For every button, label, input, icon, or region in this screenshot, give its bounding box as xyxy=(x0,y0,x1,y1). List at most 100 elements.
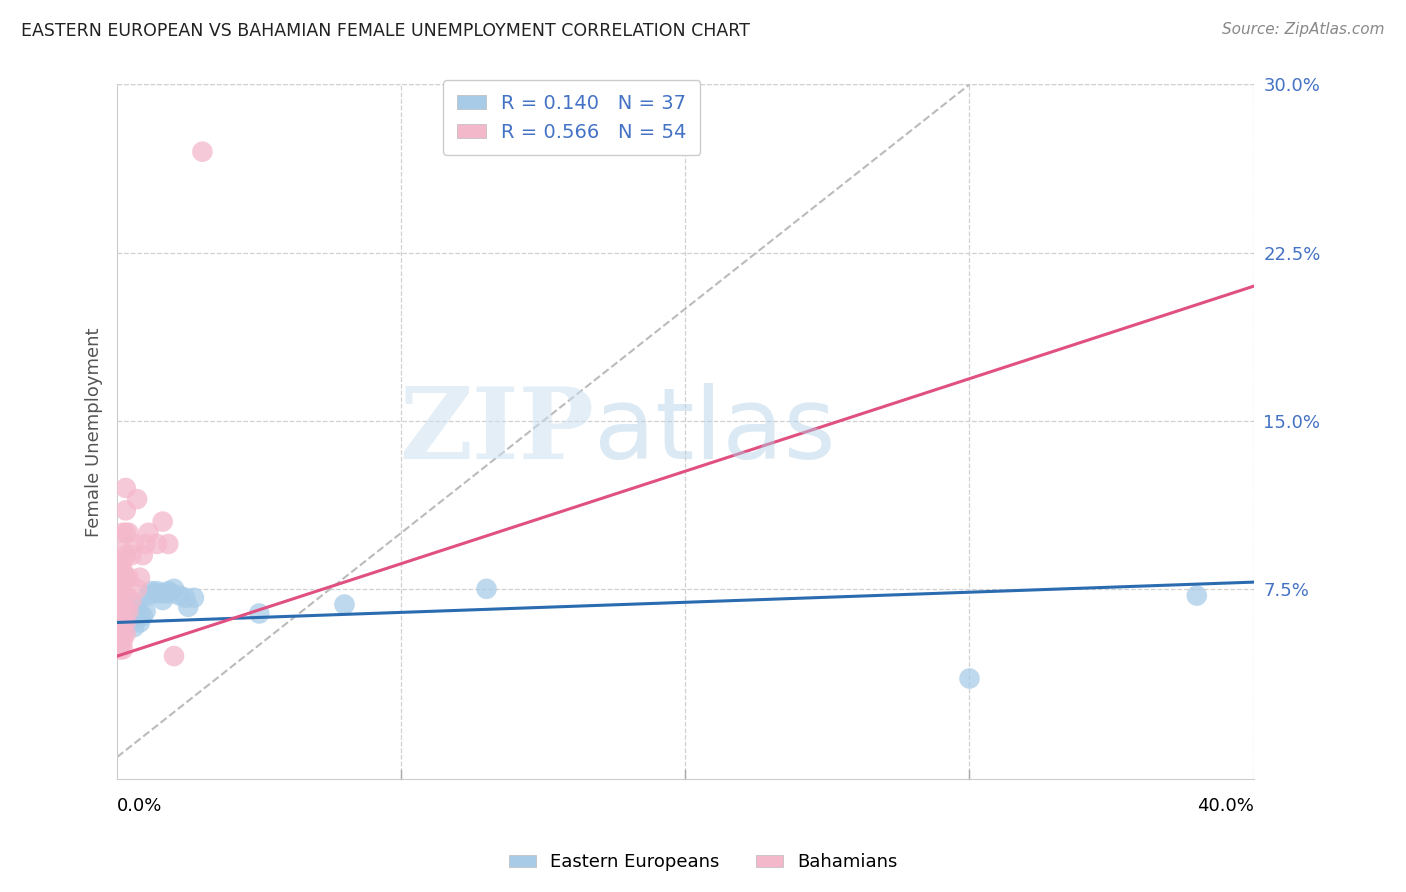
Point xyxy=(117,602,139,616)
Point xyxy=(333,598,356,612)
Point xyxy=(114,620,136,634)
Point xyxy=(125,611,148,625)
Point xyxy=(108,626,131,640)
Point xyxy=(111,525,134,540)
Point xyxy=(141,584,163,599)
Point xyxy=(129,615,152,630)
Point xyxy=(111,575,134,590)
Point xyxy=(114,548,136,562)
Text: 0.0%: 0.0% xyxy=(117,797,163,814)
Point xyxy=(120,548,142,562)
Point xyxy=(114,503,136,517)
Point xyxy=(114,571,136,585)
Point xyxy=(111,626,134,640)
Point xyxy=(111,642,134,657)
Point xyxy=(138,525,160,540)
Point xyxy=(163,649,186,664)
Point xyxy=(114,481,136,495)
Point xyxy=(108,622,131,636)
Point xyxy=(114,604,136,618)
Point xyxy=(155,586,177,600)
Text: atlas: atlas xyxy=(595,384,837,481)
Point xyxy=(160,586,183,600)
Point xyxy=(111,608,134,623)
Point xyxy=(111,589,134,603)
Point xyxy=(183,591,205,605)
Point xyxy=(157,584,180,599)
Point xyxy=(111,633,134,648)
Point xyxy=(157,537,180,551)
Point xyxy=(129,571,152,585)
Point xyxy=(149,586,172,600)
Point xyxy=(177,599,200,614)
Point xyxy=(122,604,145,618)
Point xyxy=(163,582,186,596)
Point xyxy=(117,571,139,585)
Point xyxy=(959,672,981,686)
Point xyxy=(114,615,136,630)
Legend: Eastern Europeans, Bahamians: Eastern Europeans, Bahamians xyxy=(502,847,904,879)
Point xyxy=(111,599,134,614)
Point xyxy=(108,611,131,625)
Point xyxy=(1185,589,1208,603)
Point xyxy=(108,633,131,648)
Point xyxy=(120,593,142,607)
Point xyxy=(117,604,139,618)
Point xyxy=(132,548,155,562)
Text: ZIP: ZIP xyxy=(399,384,595,481)
Legend: R = 0.140   N = 37, R = 0.566   N = 54: R = 0.140 N = 37, R = 0.566 N = 54 xyxy=(443,80,700,155)
Point xyxy=(125,582,148,596)
Point xyxy=(152,515,174,529)
Point xyxy=(191,145,214,159)
Point xyxy=(108,615,131,630)
Point xyxy=(120,608,142,623)
Point xyxy=(169,589,191,603)
Y-axis label: Female Unemployment: Female Unemployment xyxy=(86,327,103,537)
Point xyxy=(143,586,166,600)
Point xyxy=(174,591,197,605)
Point xyxy=(111,611,134,625)
Point xyxy=(108,566,131,581)
Text: EASTERN EUROPEAN VS BAHAMIAN FEMALE UNEMPLOYMENT CORRELATION CHART: EASTERN EUROPEAN VS BAHAMIAN FEMALE UNEM… xyxy=(21,22,749,40)
Point xyxy=(108,626,131,640)
Point xyxy=(108,642,131,657)
Point xyxy=(146,537,169,551)
Point xyxy=(125,598,148,612)
Point xyxy=(475,582,498,596)
Point xyxy=(247,607,270,621)
Point xyxy=(114,589,136,603)
Point xyxy=(111,564,134,578)
Point xyxy=(114,525,136,540)
Point xyxy=(108,575,131,590)
Point xyxy=(108,593,131,607)
Point xyxy=(111,543,134,558)
Point xyxy=(152,593,174,607)
Point xyxy=(125,492,148,507)
Point xyxy=(114,607,136,621)
Point xyxy=(108,638,131,652)
Point xyxy=(129,607,152,621)
Point xyxy=(108,638,131,652)
Point xyxy=(108,582,131,596)
Point xyxy=(135,537,157,551)
Point xyxy=(117,615,139,630)
Point xyxy=(108,607,131,621)
Point xyxy=(108,602,131,616)
Point xyxy=(135,604,157,618)
Point xyxy=(120,613,142,627)
Point xyxy=(108,559,131,574)
Point xyxy=(146,584,169,599)
Point xyxy=(132,608,155,623)
Point xyxy=(122,620,145,634)
Text: Source: ZipAtlas.com: Source: ZipAtlas.com xyxy=(1222,22,1385,37)
Point xyxy=(111,552,134,566)
Point xyxy=(111,615,134,630)
Text: 40.0%: 40.0% xyxy=(1197,797,1254,814)
Point xyxy=(108,589,131,603)
Point xyxy=(138,589,160,603)
Point xyxy=(114,626,136,640)
Point xyxy=(111,615,134,630)
Point xyxy=(108,598,131,612)
Point xyxy=(117,525,139,540)
Point xyxy=(122,537,145,551)
